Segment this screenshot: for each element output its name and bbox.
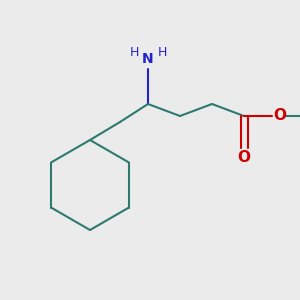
- Text: N: N: [142, 52, 154, 66]
- Text: O: O: [238, 151, 250, 166]
- Text: H: H: [157, 46, 167, 59]
- Text: O: O: [274, 109, 286, 124]
- Text: H: H: [129, 46, 139, 59]
